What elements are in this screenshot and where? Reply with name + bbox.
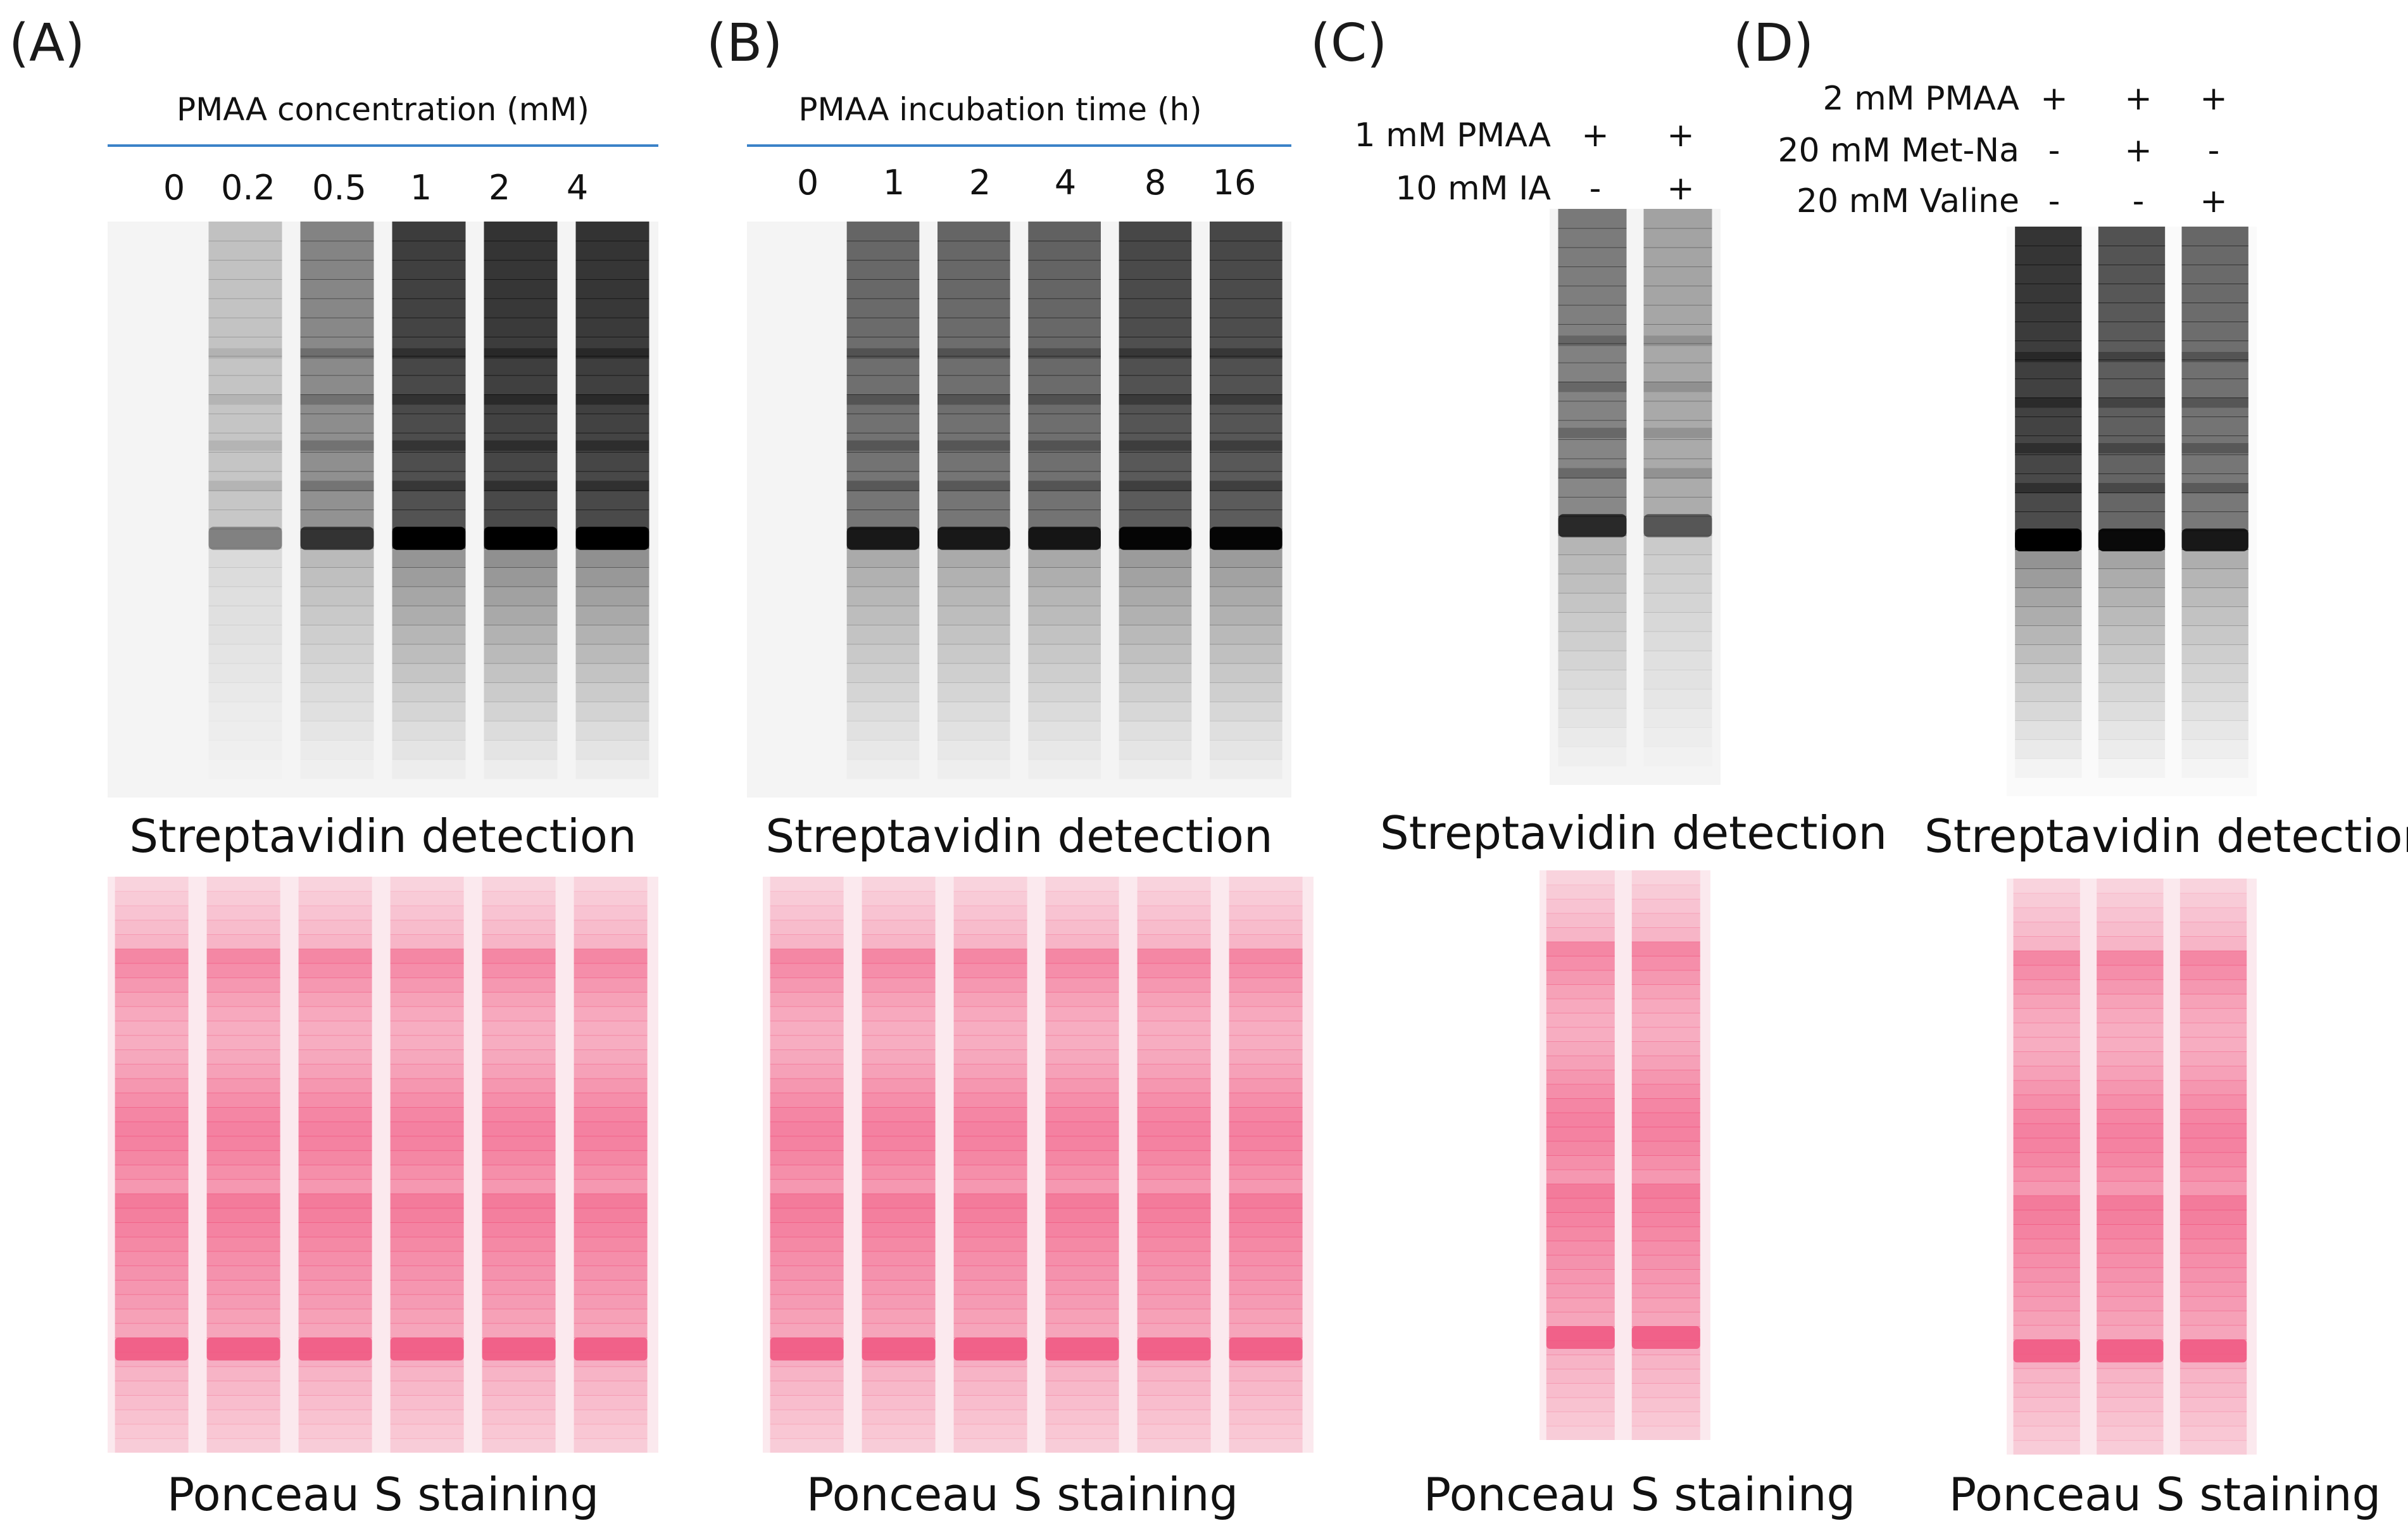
ponceau-lane	[482, 877, 556, 1453]
panel-c-letter: (C)	[1310, 13, 1388, 73]
panel-c-condition-label: 10 mM IA	[1395, 170, 1551, 208]
blot-lane	[1028, 222, 1101, 760]
ponceau-lane	[390, 877, 464, 1453]
panel-d-ponceau-caption: Ponceau S staining	[1948, 1468, 2381, 1521]
panel-c-ponceau-blot	[1539, 870, 1710, 1440]
lane-tick: 0	[163, 168, 185, 208]
ponceau-lane	[953, 877, 1027, 1453]
lane-tick: 8	[1144, 163, 1167, 203]
lane-tick: 1	[410, 168, 432, 208]
condition-sign: +	[1667, 170, 1695, 208]
blot-lane	[846, 222, 920, 760]
blot-lane	[300, 222, 374, 760]
ponceau-lane	[862, 877, 936, 1453]
blot-lane	[484, 222, 558, 760]
panel-c-streptavidin-caption: Streptavidin detection	[1380, 806, 1888, 860]
panel-d-condition-label: 20 mM Met-Na	[1778, 132, 2019, 170]
lane-tick: 0.2	[221, 168, 275, 208]
panel-c-condition-label: 1 mM PMAA	[1354, 116, 1551, 154]
panel-d-ponceau-blot	[2007, 879, 2257, 1455]
condition-sign: -	[2207, 132, 2220, 170]
condition-sign: -	[2132, 182, 2145, 220]
lane-tick: 0	[796, 163, 819, 203]
blot-lane	[1210, 222, 1282, 760]
ponceau-lane	[1045, 877, 1119, 1453]
panel-d-streptavidin-blot	[2007, 227, 2257, 796]
blot-lane	[575, 222, 649, 760]
panel-d-letter: (D)	[1733, 13, 1814, 73]
panel-a-streptavidin-caption: Streptavidin detection	[129, 810, 637, 863]
panel-b-axis-title: PMAA incubation time (h)	[798, 91, 1202, 128]
lane-tick: 4	[566, 168, 589, 208]
ponceau-lane	[574, 877, 648, 1453]
panel-b-ponceau-caption: Ponceau S staining	[806, 1468, 1239, 1521]
panel-a-ponceau-blot	[108, 877, 658, 1453]
condition-sign: +	[1667, 116, 1695, 154]
condition-sign: +	[2200, 182, 2228, 220]
blot-lane	[2015, 227, 2082, 759]
ponceau-lane	[2179, 879, 2247, 1455]
ponceau-lane	[298, 877, 372, 1453]
panel-d-condition-label: 20 mM Valine	[1797, 182, 2019, 220]
panel-a-axis-rule	[108, 144, 658, 147]
condition-sign: -	[2048, 182, 2060, 220]
lane-tick: 4	[1054, 163, 1077, 203]
panel-a-ponceau-caption: Ponceau S staining	[166, 1468, 599, 1521]
panel-a-axis-title: PMAA concentration (mM)	[176, 91, 590, 128]
ponceau-lane	[770, 877, 844, 1453]
panel-a-letter: (A)	[9, 13, 85, 73]
lane-tick: 2	[969, 163, 991, 203]
blot-lane	[2098, 227, 2166, 759]
ponceau-lane	[206, 877, 280, 1453]
panel-b-streptavidin-blot	[747, 222, 1291, 798]
blot-lane	[1558, 209, 1627, 748]
panel-b-ponceau-blot	[763, 877, 1314, 1453]
blot-lane	[1119, 222, 1192, 760]
ponceau-lane	[2097, 879, 2164, 1455]
condition-sign: -	[2048, 132, 2060, 170]
lane-tick: 1	[882, 163, 905, 203]
blot-lane	[1643, 209, 1712, 728]
blot-lane	[392, 222, 466, 760]
panel-b-axis-rule	[747, 144, 1291, 147]
lane-tick: 16	[1212, 163, 1257, 203]
condition-sign: +	[2124, 132, 2152, 170]
condition-sign: +	[2124, 80, 2152, 118]
blot-lane	[2181, 227, 2248, 759]
panel-d-streptavidin-caption: Streptavidin detection	[1924, 810, 2408, 863]
ponceau-lane	[1631, 870, 1700, 1440]
lane-tick: 0.5	[312, 168, 367, 208]
condition-sign: -	[1589, 170, 1602, 208]
blot-lane	[937, 222, 1010, 760]
lane-tick: 2	[488, 168, 511, 208]
ponceau-lane	[1229, 877, 1303, 1453]
condition-sign: +	[1581, 116, 1609, 154]
blot-lane	[208, 222, 282, 703]
panel-a-streptavidin-blot	[108, 222, 658, 798]
ponceau-lane	[1546, 870, 1615, 1440]
condition-sign: +	[2200, 80, 2228, 118]
ponceau-lane	[1137, 877, 1211, 1453]
panel-c-streptavidin-blot	[1550, 209, 1721, 785]
condition-sign: +	[2040, 80, 2068, 118]
panel-d-condition-label: 2 mM PMAA	[1822, 80, 2019, 118]
ponceau-lane	[2013, 879, 2080, 1455]
panel-c-ponceau-caption: Ponceau S staining	[1423, 1468, 1856, 1521]
panel-b-streptavidin-caption: Streptavidin detection	[765, 810, 1273, 863]
panel-b-letter: (B)	[706, 13, 783, 73]
ponceau-lane	[115, 877, 189, 1453]
